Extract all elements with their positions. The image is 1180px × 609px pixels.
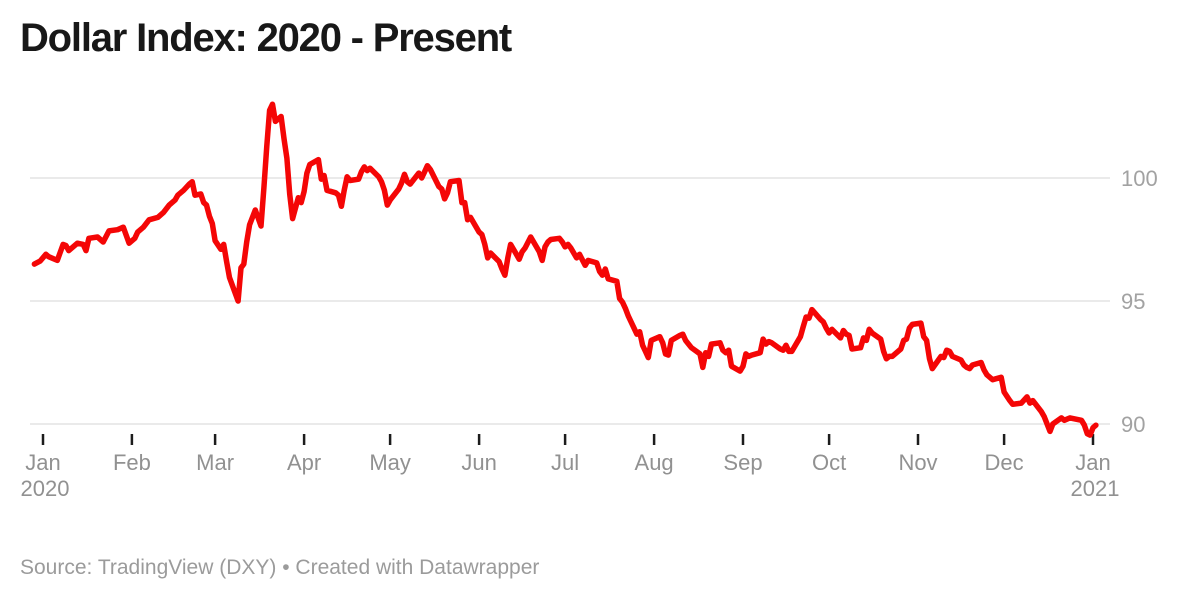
source-note: Source: TradingView (DXY) • Created with… (20, 556, 540, 579)
x-axis-month-label: Nov (898, 450, 937, 475)
x-axis-year-label: 2021 (1071, 476, 1120, 501)
x-axis-month-label: Dec (985, 450, 1024, 475)
x-axis-month-label: Oct (812, 450, 846, 475)
x-axis-month-label: Jul (551, 450, 579, 475)
x-axis-month-label: Jan (25, 450, 60, 475)
chart-title: Dollar Index: 2020 - Present (20, 16, 512, 60)
y-axis-tick-label: 95 (1121, 289, 1145, 314)
x-axis-month-label: Sep (723, 450, 762, 475)
x-axis-month-label: Aug (635, 450, 674, 475)
dxy-price-line (31, 101, 1099, 438)
y-axis-tick-label: 90 (1121, 412, 1145, 437)
x-axis-month-label: May (369, 450, 411, 475)
x-axis-month-label: Feb (113, 450, 151, 475)
x-axis-month-label: Jan (1075, 450, 1110, 475)
x-axis-month-label: Jun (461, 450, 496, 475)
y-axis-tick-label: 100 (1121, 166, 1158, 191)
x-axis-year-label: 2020 (21, 476, 70, 501)
x-axis-month-label: Mar (196, 450, 234, 475)
x-axis-month-label: Apr (287, 450, 321, 475)
